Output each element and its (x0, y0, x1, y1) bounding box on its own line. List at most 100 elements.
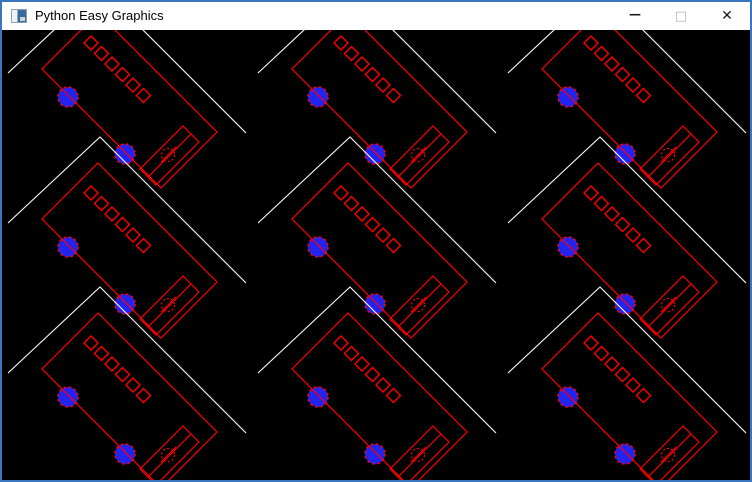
caption-buttons: — □ ✕ (612, 2, 750, 30)
window-title: Python Easy Graphics (35, 8, 164, 23)
window-square (104, 56, 120, 72)
pattern-tile (7, 136, 247, 339)
white-chevron (7, 136, 247, 284)
wheel (557, 86, 579, 108)
pattern-tile (507, 286, 747, 480)
window-square (114, 216, 131, 233)
white-chevron (507, 30, 747, 134)
window-square (93, 345, 110, 362)
pattern-tile (507, 30, 747, 189)
window-square (135, 387, 152, 404)
window-square (333, 35, 349, 51)
cabin-midline (647, 133, 692, 178)
cabin-rect (139, 425, 200, 480)
pattern-tile (7, 286, 247, 480)
cabin-midline (647, 283, 692, 328)
cabin-midline (147, 283, 192, 328)
maximize-icon: □ (674, 8, 688, 24)
window-square (583, 185, 599, 201)
window-square (375, 77, 391, 93)
window-square (354, 356, 370, 372)
title-bar[interactable]: Python Easy Graphics — □ ✕ (2, 2, 750, 30)
slash-line (660, 146, 677, 163)
window-square (343, 345, 360, 362)
slash-circle (160, 297, 176, 313)
cabin-midline (397, 283, 442, 328)
window-square (125, 227, 141, 243)
window-square (583, 335, 599, 351)
slash-circle (410, 447, 426, 463)
body-rect (541, 30, 718, 189)
wheel (114, 143, 136, 165)
slash-line (410, 146, 427, 163)
window-square (93, 195, 110, 212)
window-square (604, 56, 620, 72)
wheel (114, 293, 136, 315)
slash-circle (160, 447, 176, 463)
white-chevron (7, 30, 247, 134)
app-icon[interactable] (11, 9, 27, 23)
wheel (57, 236, 79, 258)
window-square (614, 66, 631, 83)
wheel (557, 386, 579, 408)
window-square (593, 195, 610, 212)
body-rect (291, 30, 468, 189)
body-rect (41, 312, 218, 480)
window-square (604, 356, 620, 372)
white-chevron (257, 286, 497, 434)
cabin-rect (639, 275, 700, 336)
cabin-rect (139, 275, 200, 336)
window-square (604, 206, 620, 222)
window-square (125, 377, 141, 393)
window-square (385, 87, 402, 104)
slash-circle (410, 147, 426, 163)
window-square (625, 77, 641, 93)
white-chevron (507, 286, 747, 434)
window-square (625, 227, 641, 243)
window-square (83, 185, 99, 201)
body-rect (291, 162, 468, 339)
wheel (307, 386, 329, 408)
cabin-midline (147, 433, 192, 478)
slash-line (160, 446, 177, 463)
wheel (307, 236, 329, 258)
pattern-tile (7, 30, 247, 189)
window-square (614, 366, 631, 383)
wheel (614, 293, 636, 315)
window-square (364, 366, 381, 383)
slash-line (160, 296, 177, 313)
window-square (364, 216, 381, 233)
window-square (593, 45, 610, 62)
window-square (93, 45, 110, 62)
maximize-button[interactable]: □ (658, 2, 704, 30)
close-button[interactable]: ✕ (704, 2, 750, 30)
slash-circle (660, 297, 676, 313)
slash-circle (660, 147, 676, 163)
wheel (614, 143, 636, 165)
graphics-canvas (2, 30, 750, 480)
cabin-rect (389, 425, 450, 480)
body-rect (41, 30, 218, 189)
slash-line (660, 446, 677, 463)
wheel (114, 443, 136, 465)
window-square (135, 237, 152, 254)
slash-circle (160, 147, 176, 163)
minimize-button[interactable]: — (612, 2, 658, 30)
cabin-rect (139, 125, 200, 186)
window-square (635, 87, 652, 104)
wheel (57, 386, 79, 408)
white-chevron (257, 136, 497, 284)
pattern-svg (7, 30, 747, 480)
window-square (385, 237, 402, 254)
cabin-rect (639, 425, 700, 480)
cabin-midline (397, 433, 442, 478)
wheel (364, 293, 386, 315)
window-square (625, 377, 641, 393)
window-square (333, 185, 349, 201)
body-rect (541, 312, 718, 480)
window-square (104, 206, 120, 222)
pattern-tile (507, 136, 747, 339)
window-square (83, 35, 99, 51)
slash-line (410, 446, 427, 463)
white-chevron (7, 286, 247, 434)
